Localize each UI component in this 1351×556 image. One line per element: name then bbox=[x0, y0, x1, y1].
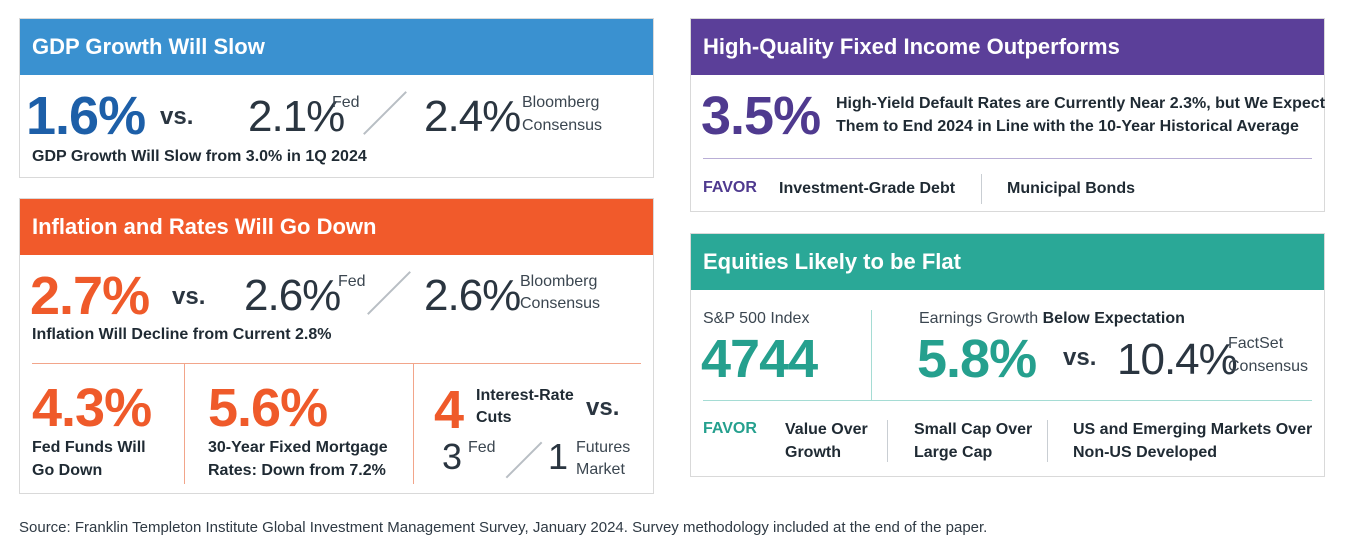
equities-card-title: Equities Likely to be Flat bbox=[691, 234, 1324, 290]
rate-cuts-fed-label: Fed bbox=[468, 439, 496, 456]
inflation-vs: vs. bbox=[172, 283, 206, 310]
rate-cuts-line-2: Cuts bbox=[476, 409, 512, 426]
fixed-income-favor-2: Municipal Bonds bbox=[1007, 180, 1135, 197]
sp500-value: 4744 bbox=[701, 329, 818, 389]
inflation-fed-value: 2.6% bbox=[244, 271, 341, 320]
factset-label-1: FactSet bbox=[1228, 335, 1284, 352]
inflation-col-divider-1 bbox=[184, 364, 185, 484]
rate-cuts-futures-line-1: Futures bbox=[576, 439, 631, 456]
equities-favor-divider-1 bbox=[887, 420, 888, 462]
earnings-label-bold: Below Expectation bbox=[1042, 310, 1185, 327]
gdp-card: GDP Growth Will Slow 1.6% vs. 2.1% Fed 2… bbox=[19, 18, 654, 178]
equities-favor-3-line-1: US and Emerging Markets Over bbox=[1073, 421, 1313, 438]
gdp-vs: vs. bbox=[160, 103, 194, 130]
mortgage-line-2: Rates: Down from 7.2% bbox=[208, 462, 386, 479]
factset-label-2: Consensus bbox=[1228, 358, 1309, 375]
mortgage-line-1: 30-Year Fixed Mortgage bbox=[208, 439, 388, 456]
inflation-col-divider-2 bbox=[413, 364, 414, 484]
gdp-consensus-label-1: Bloomberg bbox=[522, 94, 600, 111]
source-note: Source: Franklin Templeton Institute Glo… bbox=[19, 519, 988, 536]
gdp-consensus-value: 2.4% bbox=[424, 92, 521, 141]
fed-funds-line-2: Go Down bbox=[32, 462, 103, 479]
gdp-divider-slash bbox=[363, 91, 407, 135]
earnings-label: Earnings Growth Below Expectation bbox=[919, 308, 1185, 330]
gdp-value: 1.6% bbox=[26, 86, 146, 146]
rate-cuts-futures-line-2: Market bbox=[576, 461, 625, 478]
inflation-fed-label: Fed bbox=[338, 273, 366, 290]
inflation-note: Inflation Will Decline from Current 2.8% bbox=[32, 326, 332, 343]
equities-favor-1-line-2: Growth bbox=[785, 444, 841, 461]
equities-divider bbox=[703, 400, 1312, 401]
inflation-card-title: Inflation and Rates Will Go Down bbox=[20, 199, 653, 255]
earnings-vs: vs. bbox=[1063, 344, 1097, 371]
fed-funds-value: 4.3% bbox=[32, 378, 152, 438]
gdp-note: GDP Growth Will Slow from 3.0% in 1Q 202… bbox=[32, 148, 367, 165]
fixed-income-favor-1: Investment-Grade Debt bbox=[779, 180, 956, 197]
rate-cuts-vs: vs. bbox=[586, 394, 620, 421]
equities-favor-1-line-1: Value Over bbox=[785, 421, 868, 438]
fixed-income-value: 3.5% bbox=[701, 86, 821, 146]
gdp-fed-label: Fed bbox=[332, 94, 360, 111]
equities-favor-2-line-2: Large Cap bbox=[914, 444, 993, 461]
sp500-label: S&P 500 Index bbox=[703, 310, 810, 327]
factset-value: 10.4% bbox=[1117, 335, 1238, 384]
rate-cuts-slash bbox=[505, 441, 543, 479]
equities-favor-label: FAVOR bbox=[703, 420, 757, 437]
equities-favor-2-line-1: Small Cap Over bbox=[914, 421, 1033, 438]
fixed-income-card: High-Quality Fixed Income Outperforms 3.… bbox=[690, 18, 1325, 212]
inflation-card: Inflation and Rates Will Go Down 2.7% vs… bbox=[19, 198, 654, 494]
rate-cuts-futures-value: 1 bbox=[548, 436, 568, 477]
fixed-income-card-title: High-Quality Fixed Income Outperforms bbox=[691, 19, 1324, 75]
equities-card: Equities Likely to be Flat S&P 500 Index… bbox=[690, 233, 1325, 477]
fixed-income-favor-divider bbox=[981, 174, 982, 204]
fixed-income-favor-label: FAVOR bbox=[703, 179, 757, 196]
inflation-consensus-value: 2.6% bbox=[424, 271, 521, 320]
inflation-value: 2.7% bbox=[30, 266, 150, 326]
gdp-consensus-label-2: Consensus bbox=[522, 117, 603, 134]
gdp-card-title: GDP Growth Will Slow bbox=[20, 19, 653, 75]
rate-cuts-value: 4 bbox=[434, 380, 464, 440]
fed-funds-line-1: Fed Funds Will bbox=[32, 439, 146, 456]
fixed-income-desc-line-2: Them to End 2024 in Line with the 10-Yea… bbox=[836, 118, 1299, 135]
rate-cuts-fed-value: 3 bbox=[442, 436, 462, 477]
equities-favor-3-line-2: Non-US Developed bbox=[1073, 444, 1218, 461]
earnings-label-prefix: Earnings Growth bbox=[919, 310, 1039, 327]
equities-favor-divider-2 bbox=[1047, 420, 1048, 462]
fixed-income-desc-line-1: High-Yield Default Rates are Currently N… bbox=[836, 95, 1326, 112]
inflation-consensus-label-1: Bloomberg bbox=[520, 273, 598, 290]
rate-cuts-line-1: Interest-Rate bbox=[476, 387, 574, 404]
inflation-divider bbox=[32, 363, 641, 364]
inflation-consensus-label-2: Consensus bbox=[520, 295, 601, 312]
fixed-income-divider bbox=[703, 158, 1312, 159]
mortgage-value: 5.6% bbox=[208, 378, 328, 438]
equities-col-divider bbox=[871, 310, 872, 400]
inflation-divider-slash bbox=[367, 271, 411, 315]
gdp-fed-value: 2.1% bbox=[248, 92, 345, 141]
earnings-value: 5.8% bbox=[917, 329, 1037, 389]
